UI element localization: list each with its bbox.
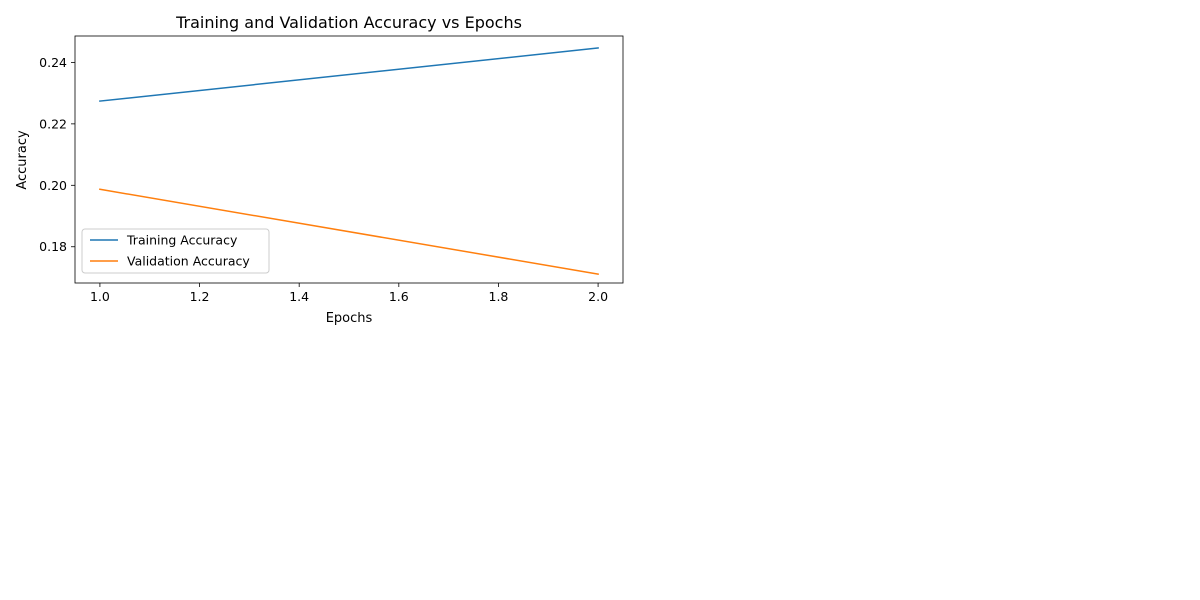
legend-box bbox=[81, 228, 270, 274]
x-tick-label: 1.2 bbox=[190, 289, 210, 304]
plot-area: 1.0 1.2 1.4 1.6 1.8 2.0 0.18 0.20 0.22 0.24 Traini… bbox=[39, 35, 624, 304]
y-tick-label: 0.20 bbox=[39, 178, 67, 193]
x-tick-label: 1.8 bbox=[489, 289, 509, 304]
y-tick-label: 0.22 bbox=[39, 116, 67, 131]
legend-label: Validation Accuracy bbox=[127, 254, 250, 269]
legend-label: Training Accuracy bbox=[126, 233, 238, 248]
series-line-training bbox=[99, 47, 599, 102]
y-tick-label: 0.18 bbox=[39, 239, 67, 254]
chart-title: Training and Validation Accuracy vs Epoc… bbox=[175, 13, 522, 32]
x-tick-label: 1.0 bbox=[90, 289, 110, 304]
x-tick-label: 1.4 bbox=[289, 289, 309, 304]
y-tick-label: 0.24 bbox=[39, 55, 67, 70]
x-axis-label: Epochs bbox=[326, 311, 373, 326]
x-tick-label: 1.6 bbox=[389, 289, 409, 304]
axes-frame bbox=[74, 35, 624, 284]
y-axis-label: Accuracy bbox=[15, 130, 30, 190]
x-tick-label: 2.0 bbox=[588, 289, 608, 304]
series-line-validation bbox=[99, 188, 599, 275]
